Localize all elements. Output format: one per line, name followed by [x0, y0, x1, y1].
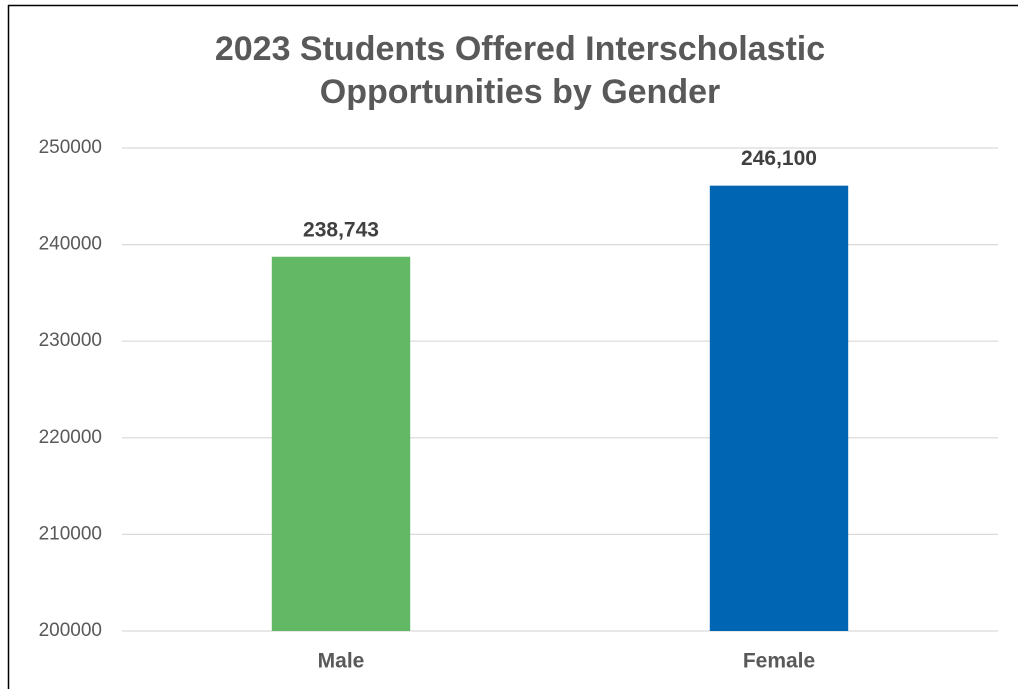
bar [709, 185, 849, 631]
x-tick-label: Female [743, 650, 815, 673]
y-tick-label: 250000 [39, 137, 102, 158]
y-tick-label: 220000 [39, 427, 102, 448]
chart-title: 2023 Students Offered Interscholastic Op… [214, 30, 826, 111]
x-tick-label: Male [318, 650, 365, 673]
y-tick-label: 240000 [39, 234, 102, 255]
value-label: 238,743 [303, 218, 379, 241]
bar [271, 256, 411, 631]
y-tick-label: 230000 [39, 330, 102, 351]
y-tick-label: 210000 [39, 523, 102, 544]
y-tick-label: 200000 [39, 620, 102, 641]
value-label: 246,100 [741, 147, 817, 170]
